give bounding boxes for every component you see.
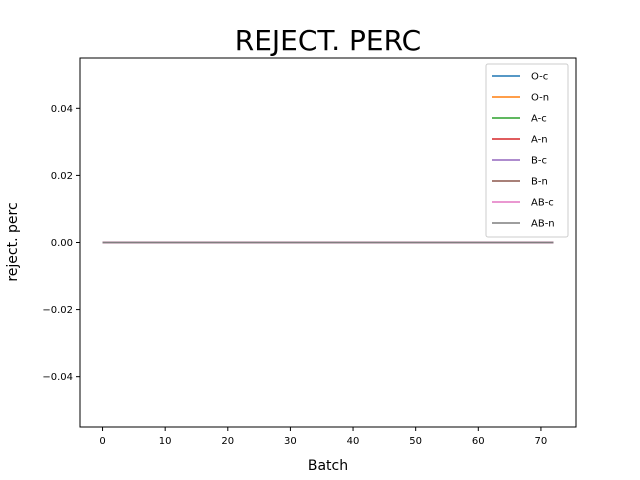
legend-label: O-c <box>531 72 548 83</box>
x-axis: 0 10 20 30 40 50 60 70 <box>99 427 547 447</box>
x-tick-label: 30 <box>284 436 297 447</box>
legend-box <box>485 63 569 238</box>
legend-label: B-n <box>531 177 548 188</box>
y-tick-label: 0.00 <box>51 238 73 249</box>
x-tick-label: 0 <box>99 436 105 447</box>
x-tick-label: 40 <box>347 436 360 447</box>
y-axis-title: reject. perc <box>5 202 21 281</box>
legend-label: B-c <box>531 156 547 167</box>
x-tick-label: 10 <box>159 436 172 447</box>
legend-label: A-c <box>531 114 547 125</box>
legend-label: AB-n <box>531 219 555 230</box>
x-tick-label: 50 <box>409 436 422 447</box>
chart-title: REJECT. PERC <box>235 24 421 57</box>
y-tick-label: 0.04 <box>51 104 73 115</box>
y-axis: −0.04 −0.02 0.00 0.02 0.04 <box>42 104 80 383</box>
legend: O-c O-n A-c A-n B-c B-n AB-c AB-n <box>485 63 569 238</box>
legend-label: A-n <box>531 135 548 146</box>
x-axis-title: Batch <box>308 458 348 474</box>
x-tick-label: 70 <box>535 436 548 447</box>
legend-label: O-n <box>531 93 549 104</box>
x-tick-label: 20 <box>221 436 234 447</box>
y-tick-label: −0.04 <box>42 372 73 383</box>
y-tick-label: −0.02 <box>42 305 73 316</box>
x-tick-label: 60 <box>472 436 485 447</box>
y-tick-label: 0.02 <box>51 171 73 182</box>
legend-label: AB-c <box>531 198 554 209</box>
